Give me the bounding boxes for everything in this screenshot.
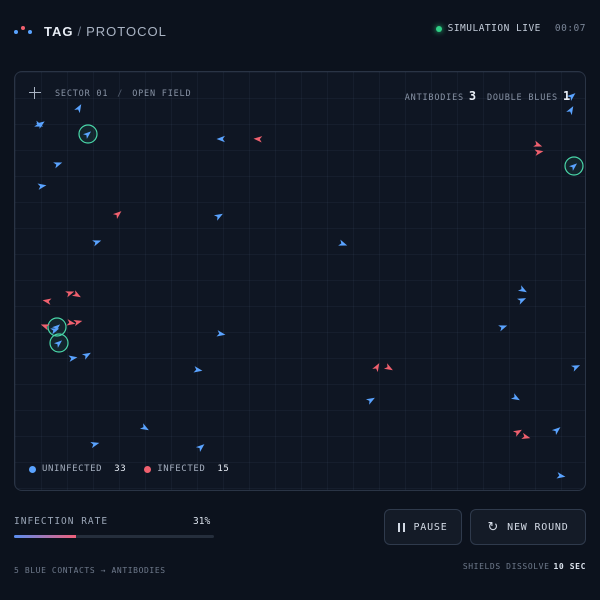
infected-agent — [533, 140, 543, 147]
uninfected-agent — [571, 365, 581, 372]
live-indicator-icon — [435, 25, 442, 32]
infected-agent — [71, 290, 81, 298]
uninfected-agent — [566, 93, 576, 102]
shields-time: 10 SEC — [553, 562, 586, 571]
uninfected-agent — [68, 355, 78, 362]
infected-agent — [40, 324, 50, 331]
antibodies-counter: ANTIBODIES 3 — [405, 89, 477, 103]
infected-label: INFECTED — [157, 464, 206, 474]
infected-agent — [73, 319, 83, 327]
app-title: TAG / PROTOCOL — [44, 24, 167, 39]
uninfected-agent — [193, 366, 203, 373]
uninfected-agent — [37, 183, 47, 190]
infected-dot-icon — [144, 465, 152, 473]
refresh-icon: ↻ — [487, 519, 500, 535]
infected-agent — [65, 291, 75, 298]
pause-button[interactable]: PAUSE — [384, 509, 462, 545]
uninfected-agent — [517, 285, 527, 293]
agents-layer — [34, 93, 584, 479]
rule-hint: 5 BLUE CONTACTS → ANTIBODIES — [14, 566, 166, 575]
infected-agent — [521, 432, 531, 440]
infection-rate-label: INFECTION RATE — [14, 516, 109, 527]
uninfected-agent — [338, 239, 348, 246]
shield-timer-hint: SHIELDS DISSOLVE 10 SEC — [463, 562, 586, 571]
uninfected-agent — [53, 162, 63, 169]
infected-agent — [534, 149, 544, 156]
brand-separator: / — [77, 24, 83, 39]
uninfected-agent — [92, 240, 102, 247]
shielded-blue-agent — [569, 163, 578, 171]
sector-label: SECTOR 01 / OPEN FIELD — [55, 89, 191, 99]
infected-agent — [372, 363, 380, 373]
crosshair-icon — [29, 87, 41, 99]
new-round-label: NEW ROUND — [507, 521, 569, 533]
shielded-blue-agent — [54, 340, 63, 348]
uninfected-agent — [34, 120, 44, 127]
infected-agent — [66, 319, 76, 326]
simulation-status: SIMULATION LIVE 00:07 — [435, 23, 586, 34]
antibodies-label: ANTIBODIES — [404, 93, 464, 103]
uninfected-label: UNINFECTED — [42, 464, 103, 474]
uninfected-agent — [213, 213, 223, 221]
area-name: OPEN FIELD — [132, 89, 192, 99]
uninfected-agent — [50, 328, 60, 335]
infected-agent — [42, 298, 52, 305]
double-blues-counter: DOUBLE BLUES 1 — [487, 89, 571, 103]
simulation-field[interactable]: SECTOR 01 / OPEN FIELD ANTIBODIES 3 DOUBL… — [14, 71, 586, 491]
pause-icon — [398, 522, 406, 532]
uninfected-agent — [498, 325, 508, 332]
uninfected-agent — [216, 135, 225, 143]
uninfected-agent — [365, 397, 375, 405]
uninfected-agent — [510, 393, 520, 401]
timer: 00:07 — [554, 23, 586, 34]
status-label: SIMULATION LIVE — [447, 23, 541, 34]
sector-id: SECTOR 01 — [55, 89, 109, 99]
uninfected-count: 33 — [114, 464, 127, 474]
logo-icon — [14, 26, 34, 36]
brand-protocol: PROTOCOL — [86, 24, 167, 39]
shields-label: SHIELDS DISSOLVE — [462, 562, 550, 571]
sector-separator: / — [117, 89, 124, 99]
uninfected-agent — [556, 472, 566, 479]
infection-rate-fill — [14, 535, 76, 538]
uninfected-agent — [139, 423, 149, 431]
infection-rate-value: 31% — [193, 516, 211, 527]
brand-tag: TAG — [44, 24, 74, 39]
uninfected-agent — [81, 352, 91, 360]
infection-rate-bar — [14, 535, 214, 538]
uninfected-dot-icon — [29, 465, 36, 473]
uninfected-agent — [90, 441, 100, 449]
uninfected-agent — [517, 298, 527, 305]
antibodies-count: 3 — [468, 89, 477, 103]
new-round-button[interactable]: ↻ NEW ROUND — [470, 509, 586, 545]
uninfected-agent — [74, 104, 82, 114]
double-blues-label: DOUBLE BLUES — [486, 93, 558, 103]
uninfected-agent — [216, 330, 226, 337]
shielded-blue-agent — [52, 324, 61, 332]
uninfected-agent — [195, 444, 205, 453]
field-counters: ANTIBODIES 3 DOUBLE BLUES 1 — [405, 89, 571, 103]
infected-agent — [253, 136, 263, 143]
infected-agent — [383, 363, 393, 371]
infected-agent — [112, 211, 122, 220]
infected-count: 15 — [217, 464, 230, 474]
uninfected-agent — [551, 427, 561, 436]
pause-label: PAUSE — [413, 521, 448, 533]
double-blues-count: 1 — [562, 89, 571, 103]
uninfected-agent — [566, 106, 574, 116]
shielded-blue-agent — [83, 131, 92, 139]
infected-agent — [512, 429, 522, 437]
field-legend: UNINFECTED 33 INFECTED 15 — [29, 464, 241, 474]
